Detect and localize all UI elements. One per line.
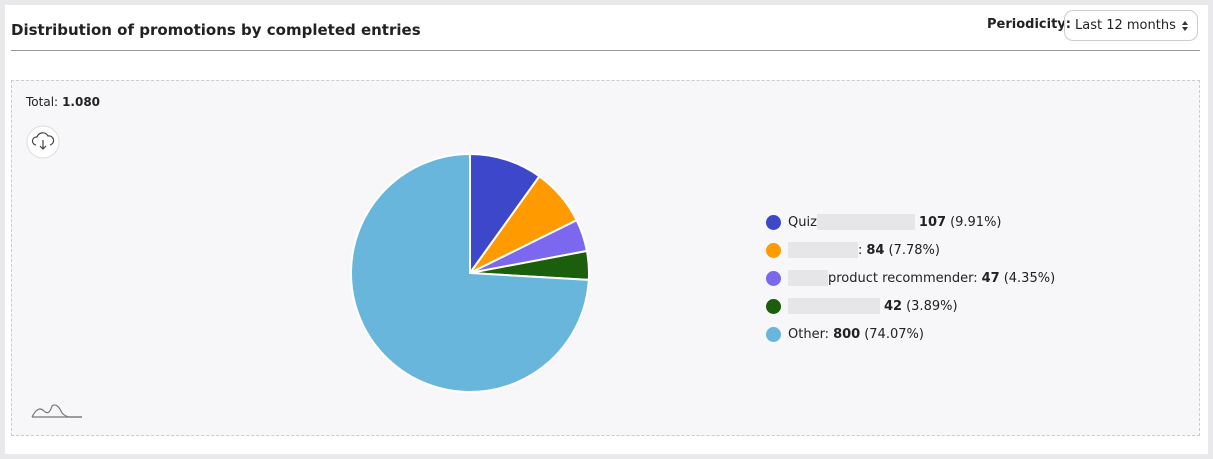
legend-marker	[766, 242, 781, 258]
legend-percent: (74.07%)	[864, 326, 924, 342]
legend-label: Quiz	[788, 214, 817, 230]
periodicity-label: Periodicity:	[987, 17, 1071, 32]
legend-marker	[766, 214, 781, 230]
legend-marker	[766, 270, 781, 286]
widget-title: Distribution of promotions by completed …	[11, 21, 421, 39]
legend-marker	[766, 326, 781, 342]
legend-percent: (4.35%)	[1003, 270, 1056, 286]
select-value: Last 12 months	[1075, 18, 1176, 33]
legend-percent: (9.91%)	[950, 214, 1002, 230]
legend-label: product recommender:	[828, 270, 978, 286]
total: Total: 1.080	[26, 95, 100, 109]
select-arrow	[1182, 21, 1188, 31]
legend-value: 42	[884, 298, 903, 314]
legend: Quiz 107 (9.91%):84 (7.78%) product recommen…	[766, 208, 1055, 348]
legend-item: Quiz 107 (9.91%)	[766, 208, 1055, 236]
redacted	[816, 214, 915, 230]
legend-value: 84	[866, 242, 885, 258]
pie-slice	[350, 152, 590, 393]
download-button[interactable]	[26, 125, 60, 159]
legend-item: :84 (7.78%)	[766, 236, 1055, 264]
legend-label: Other:	[788, 326, 830, 342]
chart	[26, 125, 590, 418]
legend-label: :	[858, 242, 863, 258]
legend-item: Other: 800 (74.07%)	[766, 320, 1055, 348]
redacted	[788, 242, 858, 258]
divider	[11, 50, 1200, 51]
legend-percent: (3.89%)	[906, 298, 958, 314]
legend-marker	[766, 298, 781, 314]
legend-item: product recommender: 47 (4.35%)	[766, 264, 1055, 292]
chart-panel: Total: 1.080 Quiz 107 (9.91%):84 (7.78%) prod…	[11, 80, 1200, 436]
pie-slice	[469, 152, 541, 277]
redacted	[788, 298, 880, 314]
total-label: Total:	[26, 95, 59, 109]
chart-type-icon[interactable]	[31, 404, 82, 418]
total-value: 1.080	[62, 95, 101, 109]
legend-percent: (7.78%)	[888, 242, 940, 258]
legend-value: 800	[833, 326, 861, 342]
legend-item: 42 (3.89%)	[766, 292, 1055, 320]
periodicity-select[interactable]: Last 12 months	[1064, 10, 1198, 41]
legend-value: 47	[981, 270, 1000, 286]
redacted	[788, 270, 828, 286]
legend-value: 107	[918, 214, 947, 230]
